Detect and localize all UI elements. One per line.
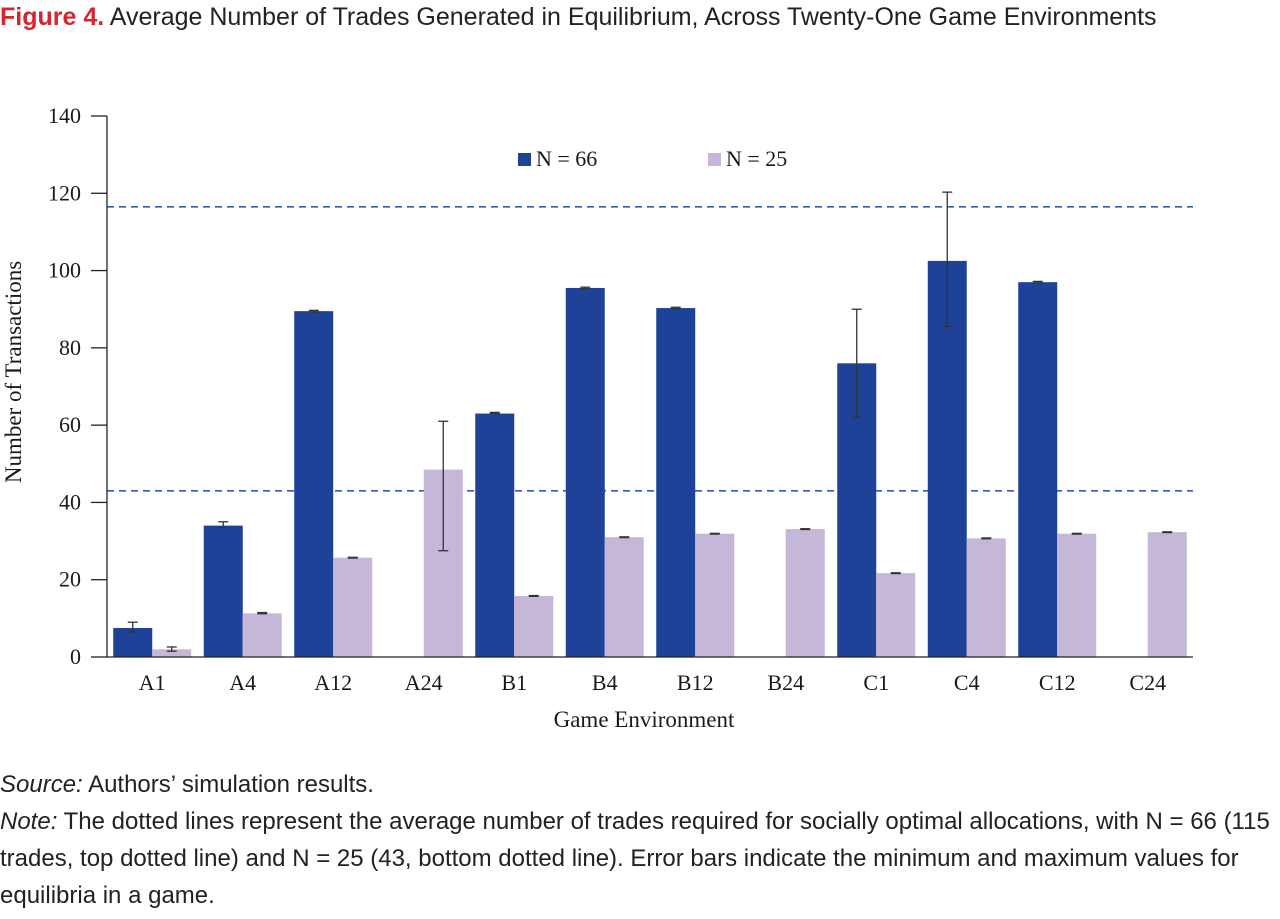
error-bar-n25-b1: [528, 594, 539, 597]
bar-n25-b24: [785, 529, 825, 657]
x-axis-ticks: A1 A4 A12 A24 B1 B4 B12 B24 C1 C4 C12 C24: [139, 670, 1166, 695]
x-tick-label-b12: B12: [677, 670, 714, 695]
figure-notes: Source: Authors’ simulation results. Not…: [0, 766, 1280, 914]
bar-n66-c12: [1018, 282, 1058, 657]
bar-n25-a1: [152, 649, 192, 657]
source-text: Authors’ simulation results.: [88, 771, 374, 798]
figure-label: Figure 4.: [0, 3, 105, 31]
bar-n25-b4: [604, 537, 644, 657]
x-tick-label-a4: A4: [229, 670, 256, 695]
bar-n25-a4: [242, 613, 282, 657]
bar-n66-b1: [475, 413, 515, 657]
x-tick-label-c24: C24: [1129, 670, 1166, 695]
bar-n25-b12: [695, 533, 735, 657]
bar-n25-c24: [1147, 532, 1187, 657]
y-axis-label: Number of Transactions: [1, 261, 26, 483]
figure-title: Figure 4. Average Number of Trades Gener…: [0, 0, 1250, 36]
error-bar-n25-c1: [890, 572, 901, 575]
x-tick-label-c1: C1: [863, 670, 889, 695]
error-bar-n25-a4: [257, 611, 268, 615]
y-tick-label-60: 60: [59, 412, 81, 437]
error-bar-n66-a1: [127, 621, 138, 633]
legend-label: N = 66: [536, 146, 597, 171]
error-bar-n25-a24: [438, 420, 449, 552]
error-bar-n25-b4: [619, 536, 630, 539]
error-bar-n25-c12: [1071, 532, 1082, 535]
y-tick-label-100: 100: [48, 258, 81, 283]
error-bar-n66-c1: [851, 308, 862, 419]
x-tick-label-c12: C12: [1039, 670, 1076, 695]
legend-label: N = 25: [726, 146, 787, 171]
bar-n66-a1: [113, 628, 153, 657]
error-bar-n25-a1: [166, 646, 177, 652]
reference-lines: [107, 206, 1193, 492]
bar-chart: 0 20 40 60 80 100 120 140 A1 A4 A12 A24 B1 B4 B12 B24 C…: [1, 103, 1193, 732]
note-text: The dotted lines represent the average n…: [0, 808, 1270, 909]
error-bar-n66-b12: [670, 306, 681, 310]
y-tick-label-40: 40: [59, 489, 81, 514]
figure-title-text: Average Number of Trades Generated in Eq…: [109, 3, 1157, 31]
error-bar-n25-b12: [709, 532, 720, 535]
legend-swatch: [518, 153, 531, 166]
error-bar-n25-c24: [1162, 531, 1173, 534]
bar-n66-a4: [203, 525, 243, 657]
x-tick-label-a24: A24: [405, 670, 443, 695]
legend-item-n25: N = 25: [708, 146, 787, 171]
bar-n66-b4: [565, 287, 605, 657]
error-bars: [127, 191, 1173, 652]
bar-n25-a12: [333, 557, 373, 657]
error-bar-n66-c12: [1032, 280, 1043, 284]
legend-swatch: [708, 153, 721, 166]
y-tick-label-140: 140: [48, 103, 81, 128]
bar-n66-a12: [294, 311, 334, 657]
error-bar-n66-a4: [218, 521, 229, 529]
y-tick-label-20: 20: [59, 567, 81, 592]
x-tick-label-b1: B1: [501, 670, 527, 695]
legend: N = 66 N = 25: [518, 146, 787, 171]
note-label: Note:: [0, 808, 58, 835]
error-bar-n25-c4: [981, 537, 992, 540]
error-bar-n25-b24: [800, 528, 811, 531]
bars: [113, 260, 1187, 657]
legend-item-n66: N = 66: [518, 146, 597, 171]
bar-n25-c12: [1057, 533, 1097, 657]
bar-n66-b12: [656, 308, 696, 657]
x-tick-label-b24: B24: [767, 670, 804, 695]
x-tick-label-c4: C4: [954, 670, 980, 695]
y-tick-label-80: 80: [59, 335, 81, 360]
error-bar-n66-c4: [942, 191, 953, 328]
bar-n25-b1: [514, 595, 554, 657]
error-bar-n66-a12: [308, 309, 319, 313]
note-line: Note: The dotted lines represent the ave…: [0, 803, 1280, 914]
error-bar-n66-b1: [489, 411, 500, 415]
bar-n25-c1: [876, 573, 916, 657]
error-bar-n25-a12: [347, 556, 358, 559]
y-tick-label-120: 120: [48, 180, 81, 205]
axes: [106, 116, 1193, 658]
bar-n25-c4: [966, 538, 1006, 657]
y-tick-label-0: 0: [70, 644, 81, 669]
x-tick-label-b4: B4: [592, 670, 618, 695]
error-bar-n66-b4: [580, 286, 591, 290]
x-tick-label-a1: A1: [139, 670, 166, 695]
source-label: Source:: [0, 771, 83, 798]
x-axis-label: Game Environment: [554, 707, 735, 732]
y-axis-ticks: 0 20 40 60 80 100 120 140: [48, 103, 107, 669]
x-tick-label-a12: A12: [314, 670, 352, 695]
source-line: Source: Authors’ simulation results.: [0, 766, 1280, 803]
